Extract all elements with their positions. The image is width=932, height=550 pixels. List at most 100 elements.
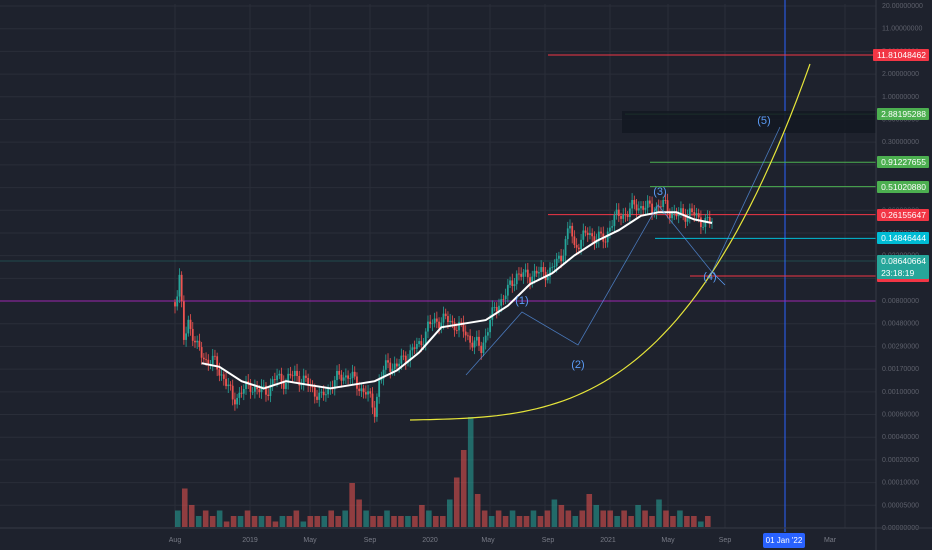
candle-body <box>180 274 183 302</box>
candle-body <box>291 375 294 377</box>
price-scale-tick: 0.00040000 <box>882 434 919 441</box>
candle-body <box>589 233 591 235</box>
chart-grid <box>0 0 876 532</box>
candle-body <box>389 362 392 372</box>
candle-body <box>200 347 203 358</box>
volume-bar <box>384 510 390 527</box>
candle-body <box>269 384 272 396</box>
candle-body <box>615 209 618 215</box>
volume-bar <box>502 516 509 527</box>
time-axis-label: Sep <box>719 537 732 544</box>
candle-body <box>473 340 476 348</box>
volume-bar <box>321 516 328 527</box>
candle-body <box>613 214 616 227</box>
volume-bar <box>223 521 230 527</box>
candle-body <box>340 374 343 381</box>
candle-body <box>333 380 336 390</box>
volume-series <box>175 417 711 527</box>
volume-bar <box>649 516 655 527</box>
price-level-badge: 0.91227655 <box>877 156 929 169</box>
volume-bar <box>614 516 620 527</box>
candle-body <box>620 216 622 219</box>
candle-body <box>202 357 205 360</box>
candle-body <box>245 381 247 390</box>
time-axis[interactable]: Aug 2019 May Sep 2020 May Sep 2021 May Sep Mar <box>0 527 932 544</box>
candle-body <box>242 389 245 394</box>
candle-body <box>622 214 625 219</box>
candle-body <box>671 213 673 219</box>
candle-body <box>575 244 578 248</box>
candle-body <box>282 382 285 389</box>
resistance-zone-box <box>622 111 876 133</box>
candle-body <box>686 216 689 222</box>
volume-bar <box>600 510 606 527</box>
volume-bar <box>272 521 279 527</box>
candle-body <box>644 207 647 210</box>
candle-body <box>480 345 483 353</box>
candle-body <box>409 350 412 361</box>
time-axis-label: May <box>481 537 495 544</box>
candle-body <box>526 269 529 278</box>
candle-body <box>411 347 414 351</box>
candle-body <box>609 227 611 232</box>
candle-body <box>358 388 361 392</box>
candle-body <box>584 230 587 233</box>
candle-body <box>271 379 274 385</box>
volume-bar <box>691 516 697 527</box>
candle-body <box>684 214 687 222</box>
candle-body <box>467 335 469 337</box>
price-scale-tick: 2.00000000 <box>882 71 919 78</box>
price-scale-tick: 0.00020000 <box>882 457 919 464</box>
candle-body <box>691 208 693 213</box>
candle-body <box>711 221 713 223</box>
volume-bar <box>426 510 432 527</box>
candle-body <box>305 375 307 378</box>
price-level-badge: 0.51020880 <box>877 180 929 193</box>
volume-bar <box>293 510 300 527</box>
volume-bar <box>551 499 558 527</box>
volume-bar <box>621 510 627 527</box>
volume-bar <box>586 494 593 527</box>
candle-body <box>611 226 614 228</box>
price-level-badge: 2.88195288 <box>877 108 929 121</box>
candle-body <box>577 247 580 250</box>
candle-body <box>566 228 569 240</box>
candle-body <box>597 231 600 241</box>
volume-bar <box>474 494 481 527</box>
candle-body <box>617 209 620 217</box>
candle-body <box>427 321 429 332</box>
candle-body <box>413 347 416 349</box>
volume-bar <box>705 516 711 527</box>
candle-body <box>393 363 396 369</box>
wave-label: (5) <box>757 115 770 127</box>
candle-body <box>298 376 301 386</box>
volume-bar <box>467 417 474 527</box>
candle-body <box>420 341 423 346</box>
candle-body <box>557 255 560 259</box>
candle-body <box>680 208 682 214</box>
candle-body <box>524 269 527 273</box>
price-level-lines <box>0 54 876 302</box>
candle-body <box>287 373 290 383</box>
candle-body <box>447 316 449 323</box>
candle-body <box>642 206 645 210</box>
parabolic-support-curve <box>409 63 811 421</box>
candle-body <box>628 208 631 218</box>
candle-body <box>489 319 491 333</box>
candle-body <box>546 276 549 281</box>
candle-body <box>336 370 338 381</box>
candle-body <box>484 335 487 343</box>
candle-body <box>509 280 511 285</box>
volume-bar <box>230 516 237 527</box>
candle-body <box>371 393 374 408</box>
candle-body <box>302 375 305 384</box>
candle-body <box>207 359 210 365</box>
price-scale-tick: 0.00100000 <box>882 389 919 396</box>
candle-body <box>655 206 658 213</box>
candle-body <box>289 373 292 376</box>
candle-body <box>353 371 356 377</box>
volume-bar <box>349 483 355 527</box>
candle-body <box>214 355 216 357</box>
volume-bar <box>593 505 600 527</box>
